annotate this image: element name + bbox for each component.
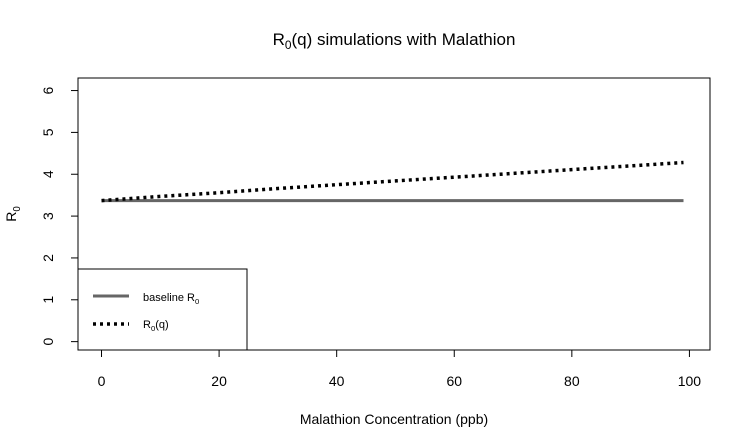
legend-label-baseline: baseline R0 — [143, 292, 199, 306]
y-tick-label-6: 6 — [40, 86, 56, 94]
x-axis-label: Malathion Concentration (ppb) — [300, 411, 488, 427]
x-axis: 0 20 40 60 80 100 — [98, 349, 702, 389]
legend-label-r0q: R0(q) — [143, 319, 169, 333]
y-tick-label-0: 0 — [40, 338, 56, 346]
series-line-r0q — [101, 160, 684, 203]
x-tick-label-100: 100 — [678, 373, 702, 389]
y-axis-label: R0 — [3, 206, 23, 222]
y-tick-label-5: 5 — [40, 128, 56, 136]
y-tick-label-3: 3 — [40, 212, 56, 220]
y-tick-label-4: 4 — [40, 170, 56, 178]
x-tick-label-60: 60 — [446, 373, 462, 389]
x-tick-label-20: 20 — [211, 373, 227, 389]
y-tick-label-2: 2 — [40, 254, 56, 262]
legend: baseline R0 R0(q) — [77, 268, 248, 351]
chart-title: R0(q) simulations with Malathion — [273, 30, 516, 52]
y-axis: 0 1 2 3 4 5 6 — [40, 86, 79, 346]
y-tick-label-1: 1 — [40, 296, 56, 304]
legend-box — [77, 268, 248, 351]
x-tick-label-40: 40 — [329, 373, 345, 389]
x-tick-label-0: 0 — [98, 373, 106, 389]
series-layer — [101, 160, 684, 203]
x-tick-label-80: 80 — [564, 373, 580, 389]
